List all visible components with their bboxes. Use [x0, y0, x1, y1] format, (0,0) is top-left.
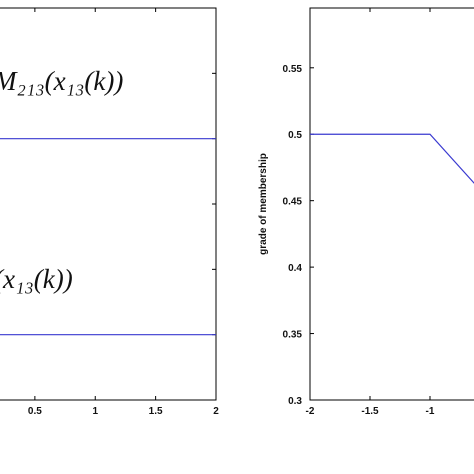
x-tick-label: -2: [306, 406, 315, 417]
x-tick-label: -1: [426, 406, 435, 417]
y-axis-label: grade of membership: [258, 153, 269, 255]
annotation: (x₁₃(k)): [0, 264, 73, 294]
x-tick-label: -1.5: [361, 406, 379, 417]
plot-frame: [309, 7, 474, 401]
x-tick-label: 2: [213, 406, 219, 417]
y-tick-label: 0.35: [283, 330, 303, 341]
series-line: [310, 133, 474, 184]
x-tick-label: 0.5: [28, 406, 42, 417]
y-tick-label: 0.45: [283, 197, 303, 208]
y-tick-label: 0.3: [288, 396, 302, 407]
y-tick-label: 0.4: [288, 263, 302, 274]
y-tick-label: 0.55: [283, 64, 303, 75]
y-tick-label: 0.5: [288, 130, 302, 141]
x-tick-label: 1: [92, 406, 98, 417]
x-tick-label: 1.5: [149, 406, 163, 417]
chart: -2-1.5-1-0.500.511.520.30.350.40.450.50.…: [258, 7, 474, 417]
chart: -2-1.5-1-0.500.511.5200.20.40.60.811.2M₂…: [0, 7, 219, 417]
annotation: M₂₁₃(x₁₃(k)): [0, 66, 123, 96]
